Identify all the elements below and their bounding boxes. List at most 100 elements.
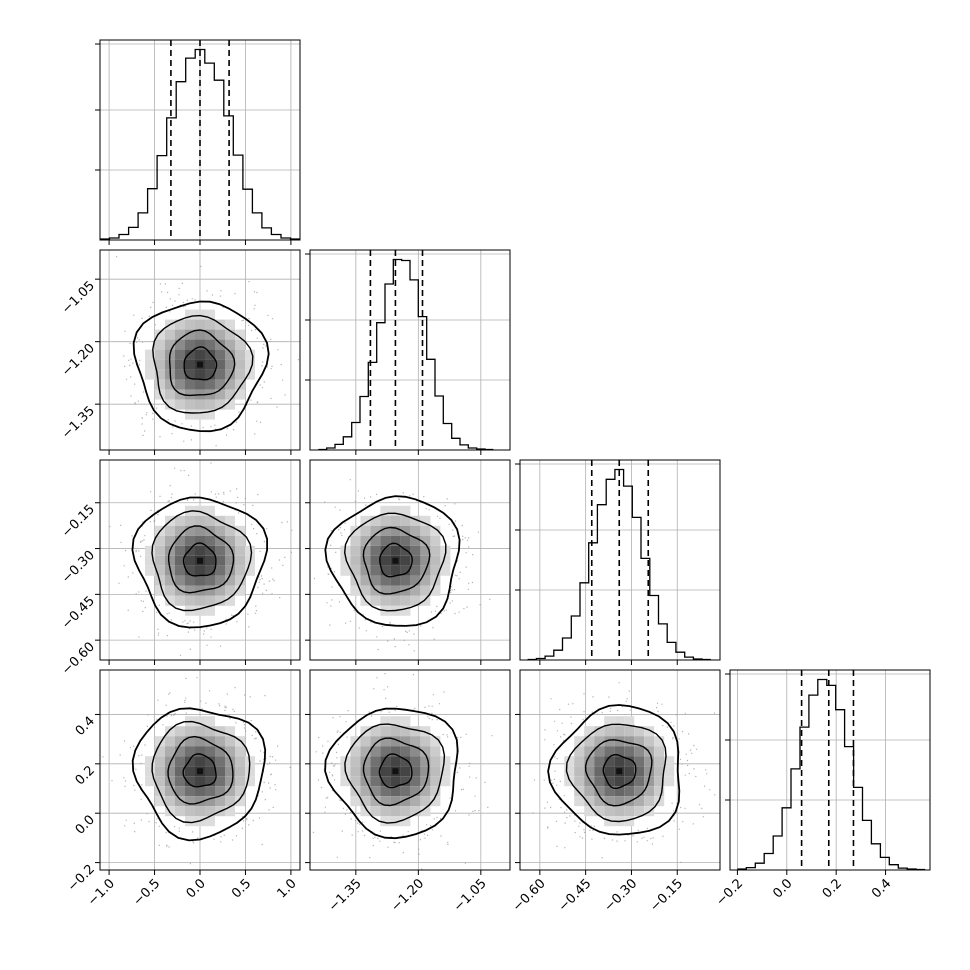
density-cell xyxy=(145,555,155,566)
density-cell xyxy=(145,565,155,576)
density-cell xyxy=(175,525,185,536)
density-cell xyxy=(175,379,185,390)
x-tick-label: 0.4 xyxy=(869,876,894,901)
density-cell xyxy=(175,736,185,747)
density-cell xyxy=(390,756,401,767)
x-tick-label: −0.30 xyxy=(601,876,640,915)
density-cell xyxy=(215,525,225,536)
density-cell xyxy=(175,595,185,606)
panel-frame xyxy=(729,669,931,871)
density-cell xyxy=(225,736,235,747)
density-cell xyxy=(644,776,655,787)
density-cell xyxy=(420,736,431,747)
density-cell xyxy=(430,585,441,596)
density-cell xyxy=(195,309,205,320)
density-cell xyxy=(380,595,391,606)
panel-frame xyxy=(99,39,301,241)
density-cell xyxy=(350,545,361,556)
density-cell xyxy=(205,515,215,526)
density-cell xyxy=(185,545,195,556)
density-cell xyxy=(205,716,215,727)
density-cell xyxy=(165,329,175,340)
density-cell xyxy=(155,329,165,340)
density-cell xyxy=(225,595,235,606)
density-cell xyxy=(235,565,245,576)
density-cell xyxy=(370,555,381,566)
density-cell xyxy=(420,746,431,757)
x-tick-label: −0.60 xyxy=(510,876,549,915)
density-cell xyxy=(235,756,245,767)
density-cell xyxy=(185,575,195,586)
density-cell xyxy=(390,716,401,727)
density-cell xyxy=(225,329,235,340)
density-cell xyxy=(175,756,185,767)
density-cell xyxy=(390,776,401,787)
density-cell xyxy=(390,595,401,606)
density-cell xyxy=(380,515,391,526)
density-cell xyxy=(185,726,195,737)
density-cell xyxy=(604,716,615,727)
density-cell xyxy=(235,585,245,596)
density-cell xyxy=(564,766,575,777)
contour-line xyxy=(343,512,447,612)
density-cell xyxy=(185,399,195,410)
density-cell xyxy=(205,766,215,777)
x-tick-label: −1.0 xyxy=(85,876,118,909)
density-cell xyxy=(350,756,361,767)
y-tick-label: −0.45 xyxy=(59,594,98,633)
density-cell xyxy=(430,766,441,777)
y-tick-label: −0.30 xyxy=(59,548,98,587)
density-cell xyxy=(205,746,215,757)
histogram-step xyxy=(318,258,494,451)
density-cell xyxy=(390,575,401,586)
density-peak xyxy=(616,768,623,775)
density-cell xyxy=(360,585,371,596)
x-tick-label: −1.05 xyxy=(451,876,490,915)
density-cell xyxy=(350,585,361,596)
density-cell xyxy=(195,505,205,516)
density-cell xyxy=(195,786,205,797)
contour-line xyxy=(584,739,653,807)
density-cell xyxy=(624,726,635,737)
density-cell xyxy=(195,399,205,410)
density-cell xyxy=(195,796,205,807)
density-cell xyxy=(175,545,185,556)
density-cell xyxy=(185,555,195,566)
density-cell xyxy=(604,736,615,747)
density-cell xyxy=(205,605,215,616)
density-cell xyxy=(440,766,451,777)
contour-line xyxy=(152,314,254,414)
density-cell xyxy=(380,796,391,807)
density-cell xyxy=(370,525,381,536)
density-cell xyxy=(155,565,165,576)
density-cell xyxy=(205,585,215,596)
density-cell xyxy=(185,796,195,807)
density-cell xyxy=(195,756,205,767)
density-cell xyxy=(350,575,361,586)
density-cell xyxy=(185,379,195,390)
density-cell xyxy=(195,379,205,390)
density-cell xyxy=(380,555,391,566)
density-cell xyxy=(215,555,225,566)
density-cell xyxy=(400,796,411,807)
density-cell xyxy=(155,359,165,370)
density-cell xyxy=(420,585,431,596)
density-cell xyxy=(644,736,655,747)
density-cell xyxy=(350,565,361,576)
density-cell xyxy=(215,329,225,340)
density-cell xyxy=(574,746,585,757)
density-cell xyxy=(634,796,645,807)
density-cell xyxy=(634,766,645,777)
density-cell xyxy=(205,555,215,566)
density-cell xyxy=(195,595,205,606)
density-cell xyxy=(165,796,175,807)
density-cell xyxy=(604,756,615,767)
density-cell xyxy=(185,595,195,606)
density-cell xyxy=(165,399,175,410)
density-cell xyxy=(165,339,175,350)
density-cell xyxy=(604,786,615,797)
density-cell xyxy=(430,756,441,767)
density-cell xyxy=(215,595,225,606)
panel-frame xyxy=(309,669,511,871)
density-cell xyxy=(195,565,205,576)
